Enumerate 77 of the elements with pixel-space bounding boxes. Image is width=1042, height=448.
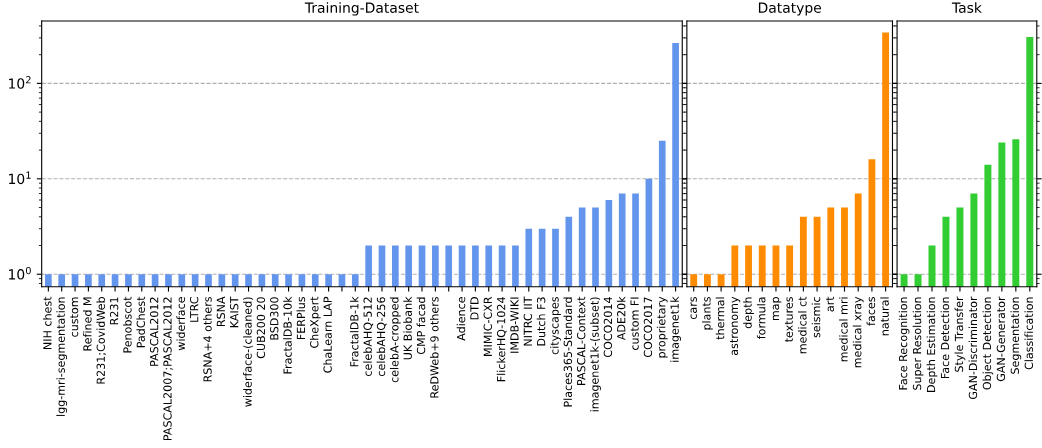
x-tick-label: Super Resolution xyxy=(912,297,924,390)
x-tick-label: ADE20k xyxy=(616,296,626,341)
y-tick-label: 10$^{2}$ xyxy=(9,76,31,89)
x-tick-label: GAN-Generator xyxy=(996,296,1006,382)
x-tick-label: KAIST xyxy=(230,296,239,328)
x-tick-label: PadChest xyxy=(136,296,145,348)
x-tick-label: imagenet1k xyxy=(670,296,681,362)
x-tick-label: FERPlus xyxy=(296,296,306,340)
x-tick-label: Segmentation xyxy=(1010,297,1022,374)
x-tick-label: medical xray xyxy=(852,296,864,368)
x-tick-label: Face Recognition xyxy=(898,297,910,390)
x-tick-label: Style Transfer xyxy=(954,296,966,372)
x-tick-label: Places365-Standard xyxy=(563,297,573,407)
chart-title: Training-Dataset xyxy=(304,2,419,16)
x-tick-label: thermal xyxy=(715,297,725,340)
x-tick-label: Refined M xyxy=(83,297,92,351)
x-tick-label: depth xyxy=(743,297,754,329)
x-tick-label: medical mri xyxy=(839,297,848,362)
x-tick-label: celebA-cropped xyxy=(389,297,401,383)
x-tick-label: DTD xyxy=(470,297,479,320)
x-tick-label: formula xyxy=(756,297,766,340)
y-tick-label: 10$^{0}$ xyxy=(9,266,31,280)
x-tick-label: R231 xyxy=(109,297,119,325)
x-tick-label: lgg-mri-segmentation xyxy=(56,297,68,416)
x-tick-label: Dutch F3 xyxy=(536,297,546,346)
x-tick-label: medical ct xyxy=(798,296,807,354)
x-tick-label: R231;CovidWeb xyxy=(96,297,107,384)
x-tick-label: CMP facad xyxy=(416,297,426,355)
x-tick-label: ReDWeb+9 others xyxy=(429,296,439,398)
x-tick-label: plants xyxy=(702,296,713,330)
x-tick-label: celebAHQ-256 xyxy=(376,297,387,376)
x-tick-label: proprietary xyxy=(656,296,668,358)
x-tick-label: PASCAL2007;PASCAL2012 xyxy=(163,297,173,441)
x-tick-label: map xyxy=(772,297,782,321)
chart-title: Task xyxy=(951,2,982,13)
x-tick-label: LTRC xyxy=(189,297,199,322)
x-tick-label: Classification xyxy=(1024,297,1034,370)
x-tick-label: FractalDB-1k xyxy=(349,296,359,367)
x-tick-label: GAN-Discriminator xyxy=(968,296,978,400)
y-tick-label: 10$^{1}$ xyxy=(9,171,31,185)
x-tick-label: BSD300 xyxy=(270,297,279,340)
x-tick-label: Penobscot xyxy=(123,296,132,353)
x-tick-label: widerface-(cleaned) xyxy=(243,297,254,407)
x-tick-label: imagenet1k-(subset) xyxy=(590,297,601,412)
x-tick-label: CheXpert xyxy=(309,296,321,348)
x-tick-label: faces xyxy=(866,296,876,326)
x-tick-label: MIMIC-CXR xyxy=(483,296,492,356)
x-tick-label: FractalDB-10k xyxy=(283,296,292,374)
x-tick-label: PASCAL-Context xyxy=(576,296,586,385)
x-tick-label: cityscapes xyxy=(550,296,561,355)
x-tick-label: cars xyxy=(690,296,697,320)
x-tick-label: RSNA xyxy=(216,296,226,327)
x-tick-label: FlickerHQ-1024 xyxy=(496,297,507,382)
x-tick-label: textures xyxy=(784,296,793,343)
x-tick-label: astronomy xyxy=(730,296,741,356)
x-tick-label: natural xyxy=(880,297,889,336)
x-tick-label: custom xyxy=(70,297,79,337)
x-tick-label: NITRC IIT xyxy=(523,296,533,346)
x-tick-label: Depth Estimation xyxy=(926,297,938,392)
x-tick-label: COCO2017 xyxy=(643,297,653,358)
x-tick-label: art xyxy=(826,296,835,312)
x-tick-label: custom FI xyxy=(630,297,639,350)
x-tick-label: PASCAL2012 xyxy=(149,297,159,366)
x-tick-label: IMDB-WIKI xyxy=(510,297,519,353)
x-tick-label: seismic xyxy=(811,297,821,338)
x-tick-label: celebAHQ-512 xyxy=(363,297,374,376)
x-tick-label: ChaLearn LAP xyxy=(323,296,332,373)
x-tick-label: CUB200 20 xyxy=(256,297,266,359)
x-tick-label: RSNA+4 others xyxy=(203,296,212,382)
x-tick-label: UK Biobank xyxy=(403,296,412,360)
chart-title: Datatype xyxy=(758,2,822,16)
x-tick-label: COCO2014 xyxy=(603,297,613,358)
x-tick-label: widerface xyxy=(176,297,186,351)
x-tick-label: Face Detection xyxy=(940,297,950,378)
x-tick-label: NIH chest xyxy=(42,296,52,349)
x-tick-label: Object Detection xyxy=(982,297,994,390)
x-tick-label: Adience xyxy=(456,297,466,341)
